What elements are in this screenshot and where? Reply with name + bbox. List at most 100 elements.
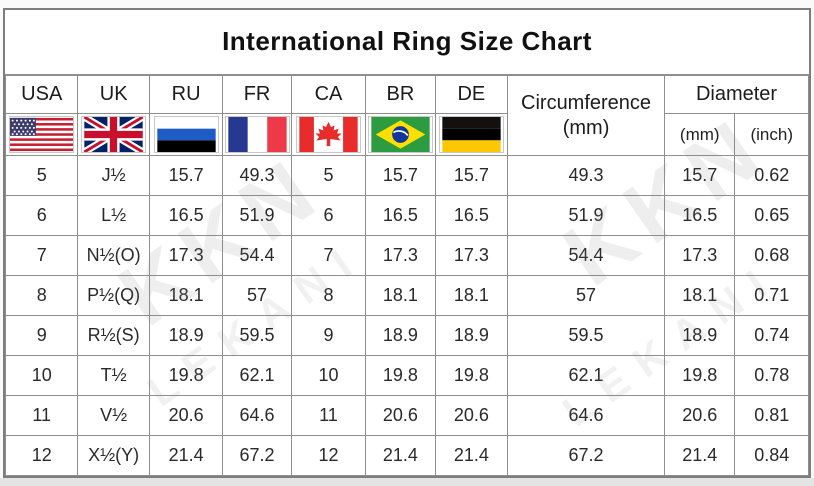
cell-de: 16.5 bbox=[434, 195, 509, 236]
cell-de: 19.8 bbox=[434, 355, 509, 396]
cell-dmm: 20.6 bbox=[664, 395, 736, 436]
cell-br: 21.4 bbox=[365, 435, 436, 476]
cell-dinch: 0.78 bbox=[734, 355, 809, 396]
column-header-br: BR bbox=[365, 75, 436, 114]
cell-uk: P½(Q) bbox=[77, 275, 150, 316]
cell-ca: 12 bbox=[290, 435, 367, 476]
cell-ru: 16.5 bbox=[148, 195, 224, 236]
cell-circ: 54.4 bbox=[507, 235, 666, 276]
ring-size-chart: International Ring Size Chart USA UK RU … bbox=[3, 8, 811, 478]
cell-fr: 57 bbox=[222, 275, 292, 316]
table-row: 9 R½(S) 18.9 59.5 9 18.9 18.9 59.5 18.9 0.74 bbox=[4, 315, 809, 356]
cell-circ: 49.3 bbox=[507, 155, 666, 196]
germany-flag-icon bbox=[442, 117, 501, 152]
cell-circ: 57 bbox=[507, 275, 666, 316]
cell-ru: 20.6 bbox=[148, 395, 224, 436]
cell-br: 18.9 bbox=[365, 315, 436, 356]
column-header-fr: FR bbox=[222, 75, 292, 114]
cell-de: 20.6 bbox=[434, 395, 509, 436]
column-header-ca: CA bbox=[290, 75, 367, 114]
france-flag-icon bbox=[227, 117, 287, 152]
cell-usa: 12 bbox=[4, 435, 79, 476]
cell-de: 21.4 bbox=[434, 435, 509, 476]
cell-usa: 8 bbox=[4, 275, 79, 316]
cell-de: 15.7 bbox=[434, 155, 509, 196]
usa-flag-icon bbox=[10, 117, 74, 152]
russia-flag-icon bbox=[156, 117, 216, 152]
brazil-flag-icon bbox=[371, 117, 430, 152]
russia-flag-cell bbox=[148, 113, 224, 156]
ring-size-table: USA UK RU FR CA BR DE Circumference (mm)… bbox=[4, 75, 809, 476]
cell-uk: R½(S) bbox=[77, 315, 150, 356]
cell-uk: X½(Y) bbox=[77, 435, 150, 476]
france-flag-cell bbox=[222, 113, 292, 156]
diameter-mm-header: (mm) bbox=[664, 113, 736, 156]
cell-ru: 18.9 bbox=[148, 315, 224, 356]
cell-dinch: 0.81 bbox=[734, 395, 809, 436]
table-row: 10 T½ 19.8 62.1 10 19.8 19.8 62.1 19.8 0.78 bbox=[4, 355, 809, 396]
cell-dmm: 19.8 bbox=[664, 355, 736, 396]
column-header-circumference: Circumference (mm) bbox=[507, 75, 666, 156]
cell-ca: 5 bbox=[290, 155, 367, 196]
canada-flag-cell bbox=[290, 113, 367, 156]
cell-usa: 9 bbox=[4, 315, 79, 356]
cell-ru: 15.7 bbox=[148, 155, 224, 196]
cell-circ: 62.1 bbox=[507, 355, 666, 396]
cell-de: 18.9 bbox=[434, 315, 509, 356]
cell-fr: 62.1 bbox=[222, 355, 292, 396]
cell-fr: 67.2 bbox=[222, 435, 292, 476]
cell-ca: 10 bbox=[290, 355, 367, 396]
column-header-de: DE bbox=[434, 75, 509, 114]
cell-dmm: 18.9 bbox=[664, 315, 736, 356]
cell-circ: 64.6 bbox=[507, 395, 666, 436]
cell-circ: 59.5 bbox=[507, 315, 666, 356]
cell-circ: 67.2 bbox=[507, 435, 666, 476]
table-row: 5 J½ 15.7 49.3 5 15.7 15.7 49.3 15.7 0.62 bbox=[4, 155, 809, 196]
cell-dinch: 0.68 bbox=[734, 235, 809, 276]
cell-usa: 11 bbox=[4, 395, 79, 436]
column-header-diameter: Diameter bbox=[664, 75, 809, 114]
cell-br: 17.3 bbox=[365, 235, 436, 276]
cell-uk: L½ bbox=[77, 195, 150, 236]
cell-ru: 17.3 bbox=[148, 235, 224, 276]
cell-dmm: 15.7 bbox=[664, 155, 736, 196]
cell-de: 17.3 bbox=[434, 235, 509, 276]
cell-br: 15.7 bbox=[365, 155, 436, 196]
table-header: USA UK RU FR CA BR DE Circumference (mm)… bbox=[4, 75, 809, 156]
canada-flag-icon bbox=[299, 117, 358, 152]
cell-ca: 11 bbox=[290, 395, 367, 436]
cell-ca: 9 bbox=[290, 315, 367, 356]
cell-dinch: 0.65 bbox=[734, 195, 809, 236]
cell-uk: N½(O) bbox=[77, 235, 150, 276]
page-title: International Ring Size Chart bbox=[5, 10, 809, 75]
cell-ru: 21.4 bbox=[148, 435, 224, 476]
cell-br: 20.6 bbox=[365, 395, 436, 436]
cell-dinch: 0.84 bbox=[734, 435, 809, 476]
table-row: 8 P½(Q) 18.1 57 8 18.1 18.1 57 18.1 0.71 bbox=[4, 275, 809, 316]
table-body: 5 J½ 15.7 49.3 5 15.7 15.7 49.3 15.7 0.62 6 L½ 16.5 5… bbox=[4, 155, 809, 476]
cell-ca: 8 bbox=[290, 275, 367, 316]
cell-uk: T½ bbox=[77, 355, 150, 396]
cell-dinch: 0.71 bbox=[734, 275, 809, 316]
cell-ru: 18.1 bbox=[148, 275, 224, 316]
cell-uk: V½ bbox=[77, 395, 150, 436]
cell-de: 18.1 bbox=[434, 275, 509, 316]
cell-circ: 51.9 bbox=[507, 195, 666, 236]
usa-flag-cell bbox=[4, 113, 79, 156]
cell-br: 19.8 bbox=[365, 355, 436, 396]
cell-br: 16.5 bbox=[365, 195, 436, 236]
cell-br: 18.1 bbox=[365, 275, 436, 316]
cell-ru: 19.8 bbox=[148, 355, 224, 396]
cell-uk: J½ bbox=[77, 155, 150, 196]
table-row: 6 L½ 16.5 51.9 6 16.5 16.5 51.9 16.5 0.65 bbox=[4, 195, 809, 236]
country-label-row: USA UK RU FR CA BR DE Circumference (mm)… bbox=[4, 75, 809, 156]
cell-usa: 10 bbox=[4, 355, 79, 396]
cell-fr: 54.4 bbox=[222, 235, 292, 276]
cell-dinch: 0.62 bbox=[734, 155, 809, 196]
cell-fr: 49.3 bbox=[222, 155, 292, 196]
bottom-margin-strip bbox=[0, 478, 814, 486]
cell-dmm: 21.4 bbox=[664, 435, 736, 476]
uk-flag-icon bbox=[82, 117, 145, 152]
cell-fr: 64.6 bbox=[222, 395, 292, 436]
column-header-usa: USA bbox=[4, 75, 79, 114]
